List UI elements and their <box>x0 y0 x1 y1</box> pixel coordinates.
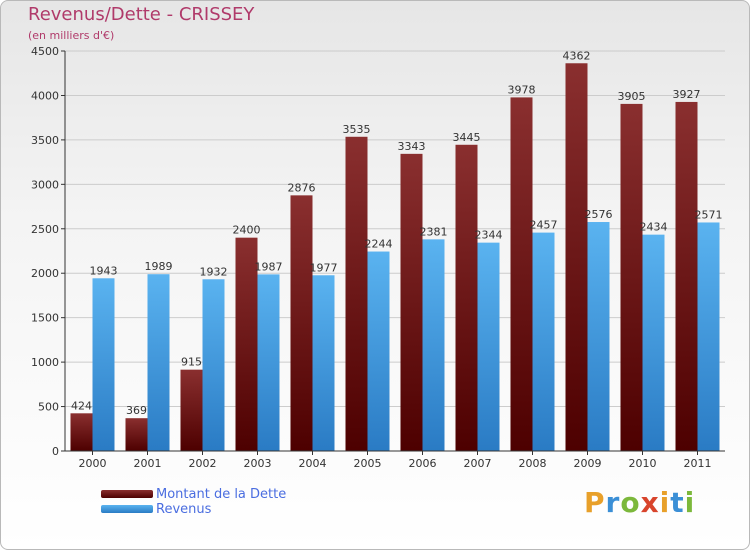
legend-swatch-revenus <box>101 505 153 513</box>
revenus-bar <box>202 279 225 451</box>
revenus-bar <box>477 242 500 451</box>
x-tick-label: 2000 <box>79 457 107 470</box>
revenus-bar <box>642 234 665 451</box>
logo-letter: P <box>584 486 606 519</box>
dette-bar <box>125 418 148 451</box>
revenus-value-label: 1989 <box>145 260 173 273</box>
dette-bar <box>620 103 643 451</box>
dette-value-label: 2400 <box>233 224 261 237</box>
y-tick-label: 1000 <box>31 356 59 369</box>
logo-letter: r <box>605 486 621 519</box>
revenus-value-label: 2576 <box>585 208 613 221</box>
dette-value-label: 3905 <box>618 90 646 103</box>
revenus-value-label: 1987 <box>255 260 283 273</box>
y-tick-label: 0 <box>52 445 59 458</box>
revenus-value-label: 2244 <box>365 238 393 251</box>
x-tick-label: 2010 <box>629 457 657 470</box>
dette-bar <box>400 153 423 451</box>
dette-value-label: 915 <box>181 356 202 369</box>
labels-layer: 424 1943 369 1989 915 1932 2400 1987 2876 1977 353… <box>71 49 723 417</box>
y-tick-label: 2000 <box>31 267 59 280</box>
axis-layer: 0 500 1000 1500 2000 2500 3000 3500 4000 4500 2000… <box>31 45 725 470</box>
x-tick-label: 2008 <box>519 457 547 470</box>
logo-letter: t <box>670 486 685 519</box>
dette-bar <box>510 97 533 452</box>
grid-layer <box>65 50 725 408</box>
y-tick-label: 4500 <box>31 45 59 58</box>
x-tick-label: 2009 <box>574 457 602 470</box>
y-tick-label: 1500 <box>31 312 59 325</box>
dette-bar <box>70 413 93 451</box>
x-tick-label: 2004 <box>299 457 327 470</box>
dette-bar <box>675 101 698 451</box>
revenus-value-label: 1977 <box>310 261 338 274</box>
legend-label-dette: Montant de la Dette <box>156 487 287 502</box>
y-tick-label: 4000 <box>31 89 59 102</box>
revenus-bar <box>92 278 115 451</box>
revenus-bar <box>147 274 170 451</box>
logo-letter: i <box>659 486 671 519</box>
revenus-bar <box>697 222 720 451</box>
dette-value-label: 3343 <box>398 140 426 153</box>
dette-bar <box>290 195 313 451</box>
proxiti-logo: Proxiti <box>584 486 695 519</box>
dette-value-label: 3445 <box>453 131 481 144</box>
dette-value-label: 4362 <box>563 49 591 62</box>
revenus-bar <box>587 222 610 451</box>
revenus-value-label: 1932 <box>200 265 228 278</box>
dette-value-label: 424 <box>71 399 92 412</box>
x-tick-label: 2011 <box>684 457 712 470</box>
dette-bar <box>180 369 203 451</box>
logo-letter: x <box>640 486 660 519</box>
revenus-bar <box>367 251 390 451</box>
dette-bar <box>345 136 368 451</box>
dette-value-label: 369 <box>126 404 147 417</box>
dette-value-label: 3927 <box>673 88 701 101</box>
dette-bar <box>565 63 588 452</box>
logo-letter: i <box>684 486 696 519</box>
logo-letter: o <box>620 486 641 519</box>
legend-label-revenus: Revenus <box>156 502 212 517</box>
x-tick-label: 2003 <box>244 457 272 470</box>
revenus-value-label: 1943 <box>90 264 118 277</box>
dette-value-label: 2876 <box>288 181 316 194</box>
revenus-value-label: 2457 <box>530 219 558 232</box>
chart-title: Revenus/Dette - CRISSEY <box>28 4 255 25</box>
y-tick-label: 3500 <box>31 134 59 147</box>
y-tick-label: 3000 <box>31 178 59 191</box>
x-tick-label: 2007 <box>464 457 492 470</box>
revenus-bar <box>532 232 555 451</box>
y-tick-label: 500 <box>38 401 59 414</box>
bars-layer <box>70 63 720 452</box>
dette-bar <box>235 237 258 451</box>
y-tick-label: 2500 <box>31 223 59 236</box>
dette-value-label: 3978 <box>508 83 536 96</box>
dette-bar <box>455 144 478 451</box>
dette-value-label: 3535 <box>343 123 371 136</box>
revenus-bar <box>257 274 280 451</box>
revenus-value-label: 2344 <box>475 229 503 242</box>
x-tick-label: 2005 <box>354 457 382 470</box>
revenus-value-label: 2434 <box>640 221 668 234</box>
revenus-value-label: 2571 <box>695 208 723 221</box>
revenus-bar <box>312 275 335 451</box>
x-tick-label: 2006 <box>409 457 437 470</box>
revenus-bar <box>422 239 445 451</box>
x-tick-label: 2002 <box>189 457 217 470</box>
legend-swatch-dette <box>101 490 153 498</box>
revenus-value-label: 2381 <box>420 225 448 238</box>
chart-subtitle: (en milliers d'€) <box>28 29 115 42</box>
x-tick-label: 2001 <box>134 457 162 470</box>
